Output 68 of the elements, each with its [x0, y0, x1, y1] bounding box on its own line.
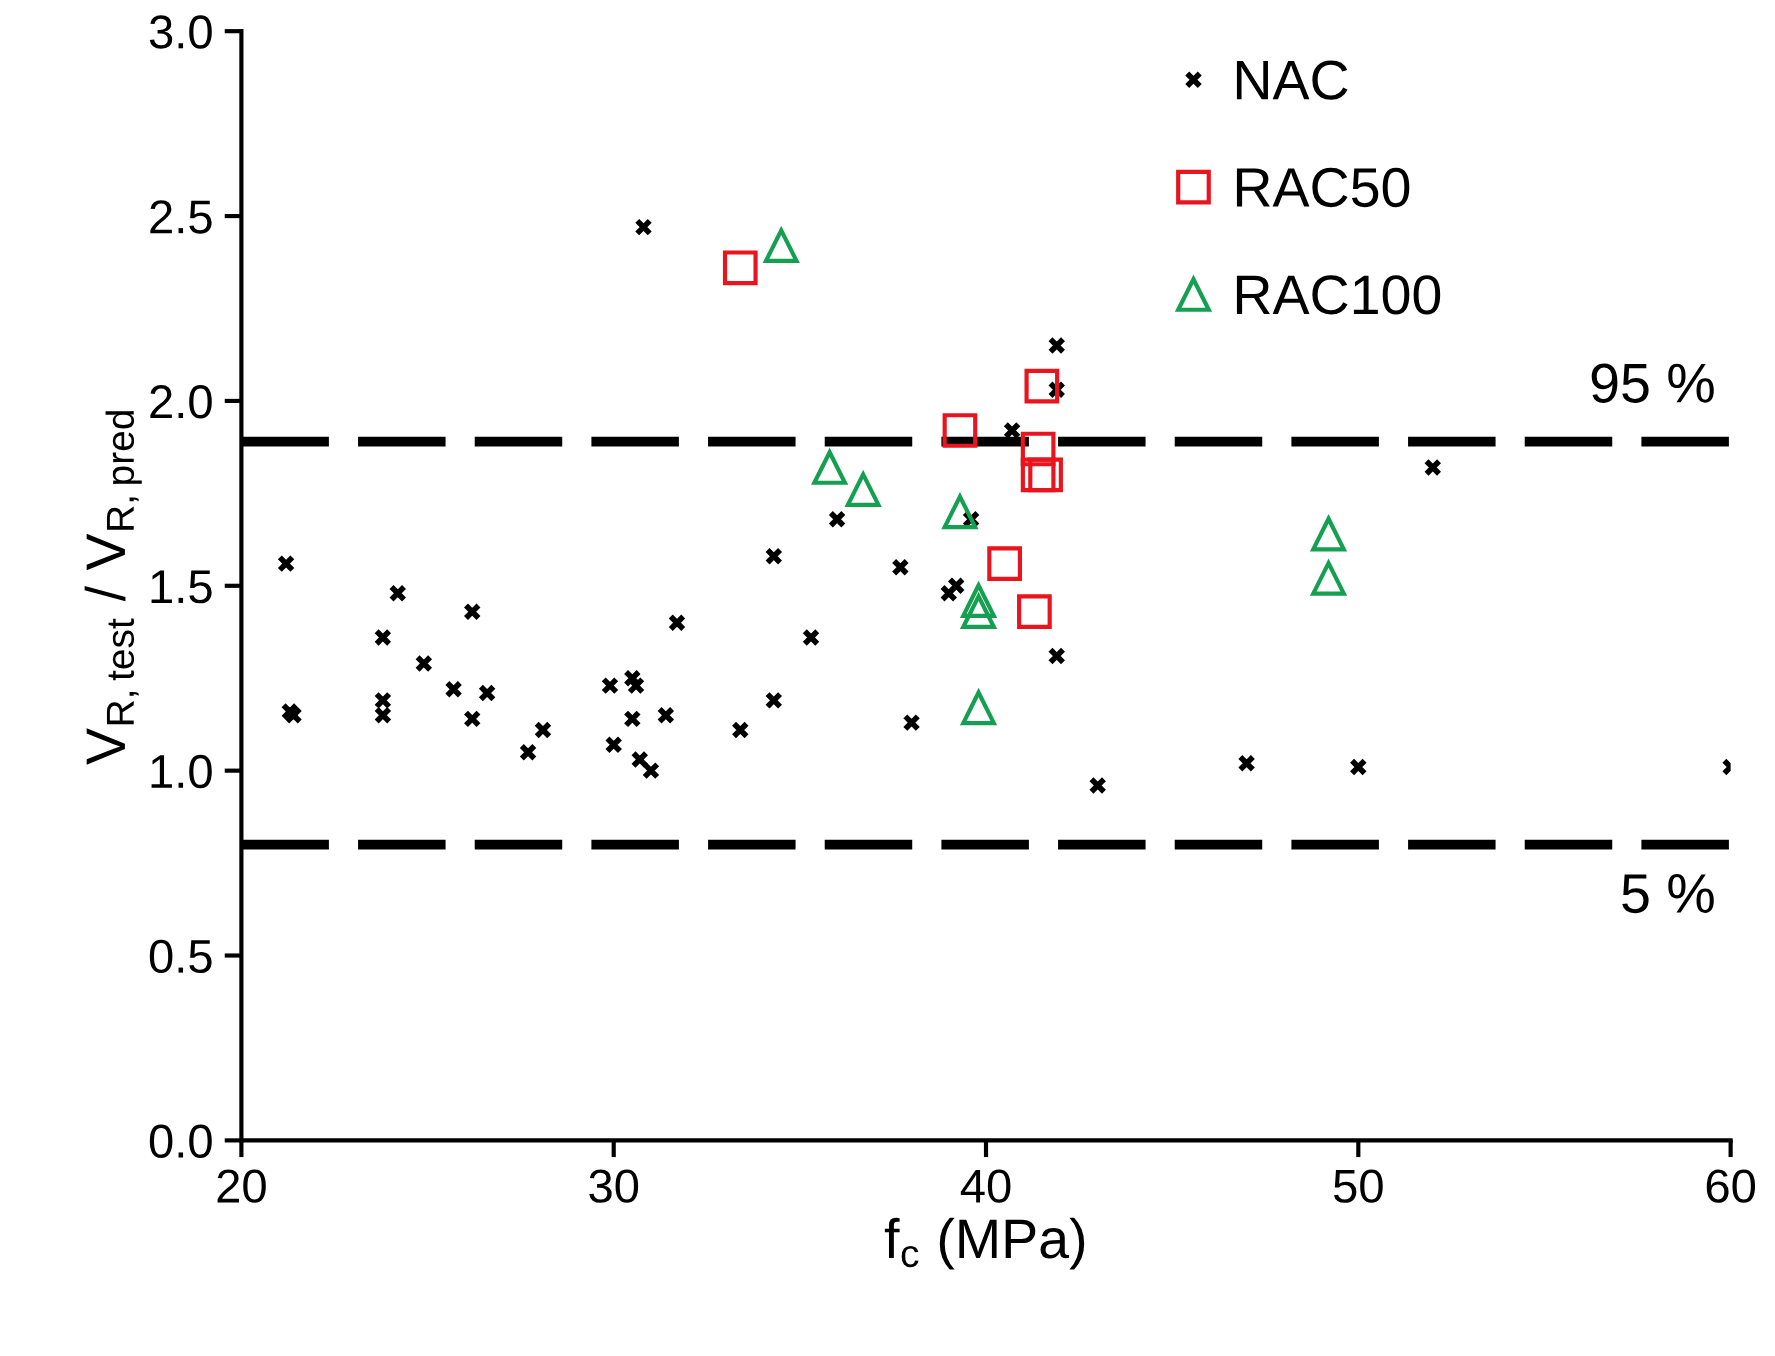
point	[902, 713, 921, 732]
point	[722, 250, 758, 286]
x-tick-label: 60	[1706, 1169, 1756, 1203]
point	[764, 691, 783, 710]
legend-label: NAC	[1236, 60, 1348, 100]
point	[828, 510, 847, 529]
annotation: 5 %	[1622, 874, 1714, 914]
point	[277, 554, 296, 573]
point	[802, 628, 821, 647]
point	[947, 576, 966, 595]
annotation: 95 %	[1591, 363, 1714, 403]
point	[627, 676, 646, 695]
point	[604, 735, 623, 754]
point	[373, 691, 392, 710]
point	[373, 628, 392, 647]
point	[444, 680, 463, 699]
y-tick-label: 1.5	[151, 570, 212, 604]
x-tick-label: 30	[589, 1169, 639, 1203]
legend-label: RAC50	[1236, 167, 1410, 208]
point	[533, 720, 552, 740]
point	[1028, 457, 1063, 493]
point	[942, 413, 978, 448]
point	[731, 720, 750, 740]
y-tick-label: 2.5	[150, 200, 212, 234]
x-tick-label: 40	[960, 1169, 1011, 1203]
point	[764, 547, 783, 566]
point	[634, 218, 653, 237]
point	[600, 676, 620, 695]
point	[939, 584, 958, 603]
point	[1088, 776, 1107, 795]
point	[623, 669, 642, 688]
point	[1047, 336, 1066, 355]
point	[623, 709, 642, 728]
point	[1310, 514, 1347, 552]
y-tick-label: 1.0	[151, 754, 212, 789]
point	[1017, 594, 1052, 630]
point	[388, 584, 407, 603]
point	[280, 702, 299, 721]
y-tick-label: 2.0	[150, 385, 212, 419]
x-tick-label: 50	[1333, 1169, 1383, 1203]
legend-label: RAC100	[1236, 275, 1441, 315]
point	[942, 494, 978, 530]
point	[478, 683, 497, 703]
point	[463, 602, 482, 621]
point	[1349, 757, 1368, 776]
y-tick-label: 0.0	[149, 1124, 212, 1158]
point	[1024, 368, 1060, 404]
point	[1423, 458, 1442, 477]
point	[463, 709, 482, 728]
x-axis-title: f$_{c}$ (MPa)	[884, 1217, 1085, 1270]
point	[987, 546, 1022, 581]
point	[667, 613, 687, 632]
point	[284, 706, 303, 725]
point	[1020, 457, 1056, 493]
y-axis-title: V$_{R,test}$ / V$_{R,pred}$	[84, 411, 142, 765]
y-tick-label: 0.5	[149, 939, 212, 974]
y-tick-label: 3.0	[149, 15, 212, 49]
point	[519, 743, 538, 762]
point	[656, 706, 675, 725]
point	[630, 750, 649, 769]
point	[641, 761, 660, 780]
x-tick-label: 20	[217, 1169, 266, 1203]
point	[1237, 754, 1256, 773]
point	[1020, 431, 1056, 467]
point	[1047, 647, 1066, 666]
point	[373, 706, 392, 725]
point	[414, 654, 433, 673]
point	[891, 558, 910, 577]
